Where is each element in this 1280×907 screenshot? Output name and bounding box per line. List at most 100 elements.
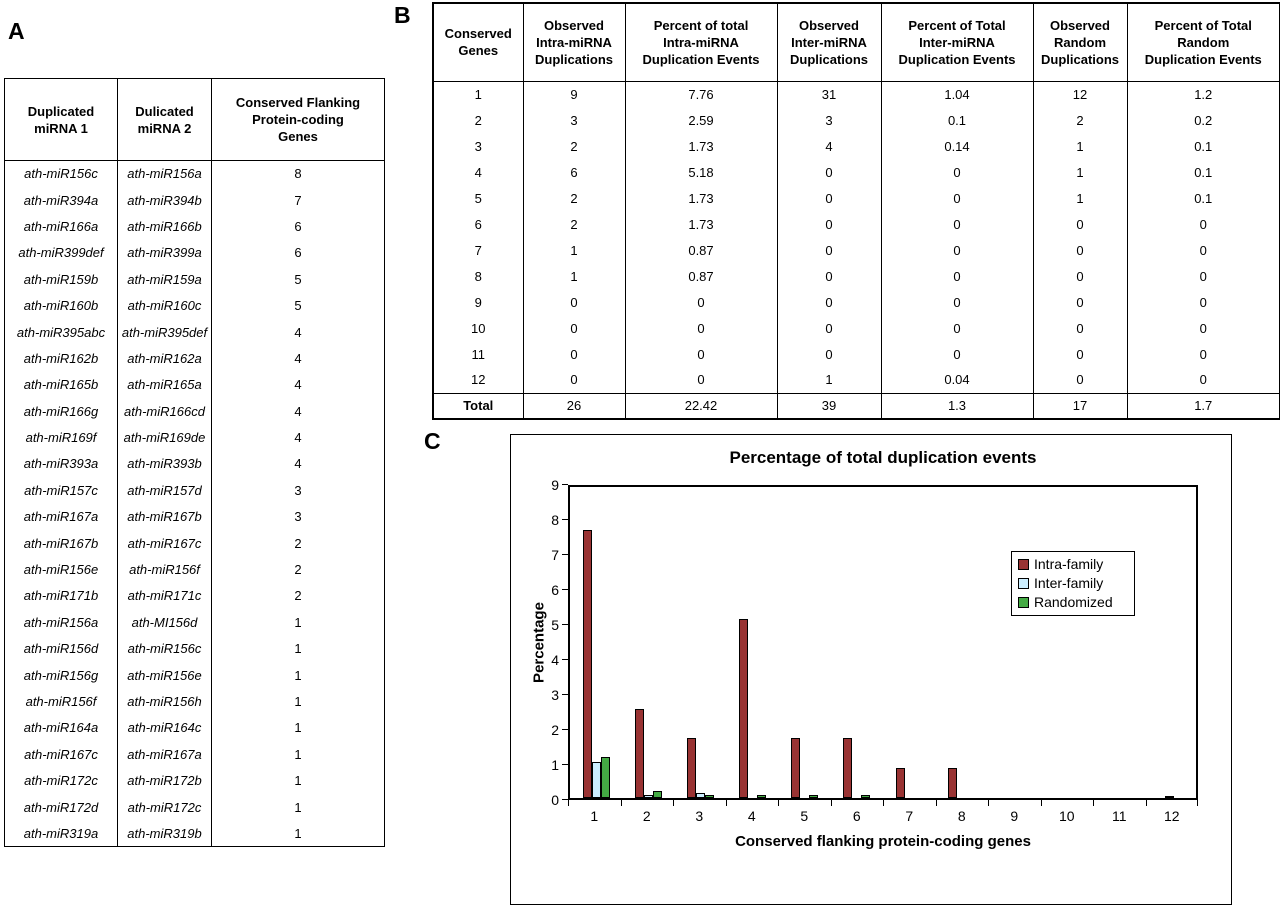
table-row: ath-miR169f ath-miR169de 4	[4, 424, 385, 451]
y-tick-label: 0	[551, 792, 559, 808]
table-cell: 0	[624, 315, 778, 341]
x-tick-label: 7	[905, 808, 914, 824]
x-tick-label: 4	[747, 808, 756, 824]
table-cell: 0	[776, 263, 882, 289]
x-tick-label: 9	[1010, 808, 1019, 824]
table-cell: 7.76	[624, 81, 778, 107]
bar-group	[727, 487, 779, 798]
table-cell: ath-miR166g	[4, 398, 118, 425]
table-cell: 0.87	[624, 237, 778, 263]
total-label: Total	[432, 392, 524, 419]
total-cell: 1.7	[1126, 392, 1280, 419]
y-tick-mark	[562, 799, 568, 800]
x-tick-mark	[988, 800, 989, 806]
bar-randomized	[757, 794, 767, 798]
table-cell: ath-miR399def	[4, 239, 118, 267]
bar-randomized	[652, 791, 662, 798]
table-cell: ath-miR156c	[117, 635, 212, 662]
table-cell: ath-miR171b	[4, 582, 118, 610]
y-tick-mark	[562, 589, 568, 590]
bar-group	[1040, 487, 1092, 798]
table-cell: 2	[211, 529, 385, 557]
bar-inter-family	[1165, 796, 1175, 798]
table-cell: 4	[211, 371, 385, 399]
column-header: Observed Random Duplications	[1032, 3, 1127, 82]
table-cell: 0	[1126, 211, 1280, 237]
column-header: Duplicated miRNA 1	[4, 78, 118, 161]
table-row: ath-miR156g ath-miR156e 1	[4, 661, 385, 689]
y-tick-mark	[562, 484, 568, 485]
table-cell: 4	[211, 345, 385, 372]
table-cell: ath-miR159b	[4, 266, 118, 293]
table-row: 1 9 7.76 31 1.04 12 1.2	[432, 81, 1280, 107]
table-row: ath-miR394a ath-miR394b 7	[4, 186, 385, 214]
table-cell: ath-miR167a	[117, 741, 212, 768]
table-cell: 1	[211, 767, 385, 794]
table-cell: ath-miR172c	[117, 793, 212, 821]
table-cell: 0	[880, 185, 1034, 211]
bar-intra-family	[843, 738, 853, 798]
x-tick-label: 8	[957, 808, 966, 824]
table-cell: 1.04	[880, 81, 1034, 107]
x-tick-mark	[673, 800, 674, 806]
table-cell: 0	[1032, 341, 1128, 367]
table-cell: ath-miR157c	[4, 477, 118, 504]
table-cell: ath-miR169f	[4, 424, 118, 451]
table-cell: 1	[211, 635, 385, 662]
table-cell: 0	[880, 237, 1034, 263]
column-header: Percent of total Intra-miRNA Duplication…	[624, 3, 777, 82]
y-axis-title: Percentage	[530, 602, 548, 683]
table-row: 6 2 1.73 0 0 0 0	[432, 211, 1280, 237]
table-row: ath-miR156e ath-miR156f 2	[4, 556, 385, 583]
y-tick-label: 8	[551, 512, 559, 528]
table-cell: 1	[1032, 159, 1128, 185]
bar-group	[622, 487, 674, 798]
bar-intra-family	[791, 738, 801, 798]
table-cell: 9	[432, 289, 524, 315]
table-cell: 7	[211, 186, 385, 214]
table-cell: ath-miR393b	[117, 450, 212, 478]
plot-area	[568, 485, 1198, 800]
bar-group	[883, 487, 935, 798]
column-header: Percent of Total Inter-miRNA Duplication…	[880, 3, 1033, 82]
table-cell: 0.1	[880, 107, 1034, 133]
x-axis-title: Conserved flanking protein-coding genes	[735, 833, 1031, 850]
bar-group	[674, 487, 726, 798]
table-cell: ath-miR394b	[117, 186, 212, 214]
y-tick-label: 7	[551, 547, 559, 563]
legend-label: Intra-family	[1034, 556, 1104, 572]
table-cell: 4	[211, 424, 385, 451]
table-cell: 1	[211, 688, 385, 715]
table-cell: 2	[522, 185, 626, 211]
table-cell: ath-miR156d	[4, 635, 118, 662]
bar-group	[779, 487, 831, 798]
header-row: Conserved Genes Observed Intra-miRNA Dup…	[432, 3, 1280, 82]
table-cell: 6	[211, 213, 385, 240]
y-tick-mark	[562, 729, 568, 730]
table-cell: 0	[776, 159, 882, 185]
total-cell: 1.3	[880, 392, 1034, 419]
table-cell: ath-miR172d	[4, 793, 118, 821]
table-row: ath-miR160b ath-miR160c 5	[4, 292, 385, 319]
table-cell: 9	[522, 81, 626, 107]
table-row: ath-miR395abc ath-miR395def 4	[4, 318, 385, 346]
table-cell: 4	[211, 398, 385, 425]
table-cell: 2	[1032, 107, 1128, 133]
table-cell: ath-miR399a	[117, 239, 212, 267]
table-cell: 0.1	[1126, 185, 1280, 211]
table-cell: 0	[1032, 367, 1128, 393]
table-row: 12 0 0 1 0.04 0 0	[432, 367, 1280, 393]
table-cell: 1	[211, 793, 385, 821]
table-cell: 0	[776, 315, 882, 341]
table-cell: ath-miR319b	[117, 820, 212, 847]
table-cell: ath-miR156g	[4, 661, 118, 689]
header-row: Duplicated miRNA 1 Dulicated miRNA 2 Con…	[4, 78, 385, 161]
table-cell: 1	[776, 367, 882, 393]
table-cell: ath-miR156f	[117, 556, 212, 583]
table-cell: 3	[432, 133, 524, 159]
table-cell: 1	[432, 81, 524, 107]
table-row: 3 2 1.73 4 0.14 1 0.1	[432, 133, 1280, 159]
x-tick-mark	[568, 800, 569, 806]
table-cell: 3	[776, 107, 882, 133]
column-header: Conserved Genes	[432, 3, 523, 82]
